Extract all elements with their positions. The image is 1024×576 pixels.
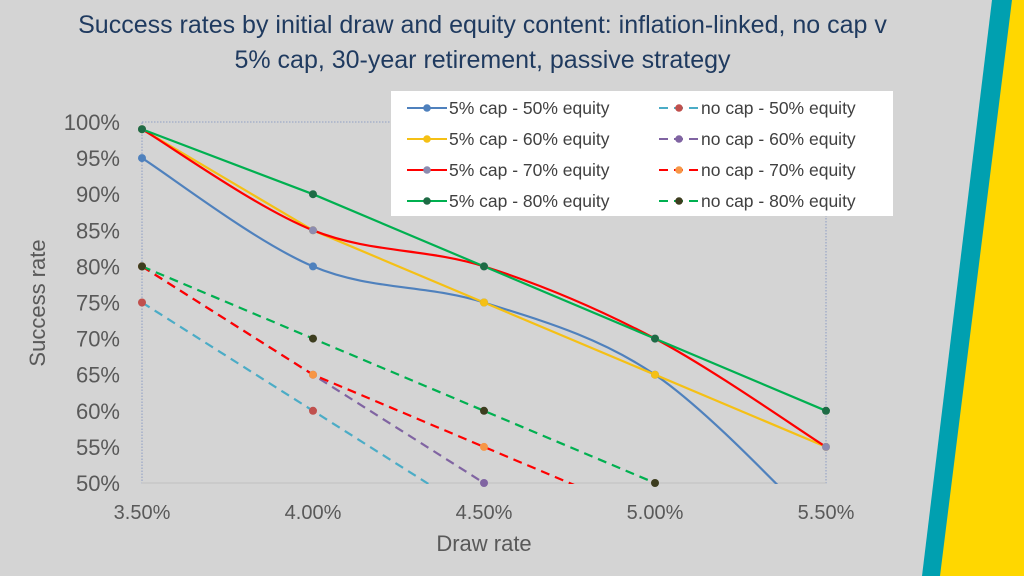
legend-swatch <box>407 166 447 174</box>
legend-swatch <box>659 197 699 205</box>
y-tick-label: 50% <box>76 471 120 496</box>
y-tick-label: 100% <box>64 110 120 135</box>
legend-item: 5% cap - 80% equity <box>407 186 610 216</box>
series-point <box>138 262 146 271</box>
series-point <box>309 226 317 235</box>
legend-label: no cap - 80% equity <box>701 190 856 211</box>
y-tick-label: 90% <box>76 182 120 207</box>
legend-item: 5% cap - 70% equity <box>407 155 610 185</box>
series-point <box>309 334 317 343</box>
series-point <box>822 406 830 415</box>
legend-item: no cap - 50% equity <box>659 93 856 123</box>
legend-label: 5% cap - 80% equity <box>449 190 610 211</box>
y-axis-title: Success rate <box>25 239 50 366</box>
series-point <box>138 154 146 163</box>
legend-swatch <box>407 197 447 205</box>
y-tick-label: 80% <box>76 254 120 279</box>
legend: 5% cap - 50% equity no cap - 50% equity 5%… <box>391 91 893 216</box>
chart-title-line-1: Success rates by initial draw and equity… <box>78 11 887 39</box>
series-line-5 <box>141 265 575 484</box>
legend-label: no cap - 50% equity <box>701 97 856 118</box>
legend-swatch <box>407 135 447 143</box>
x-tick-label: 4.00% <box>285 502 342 524</box>
legend-label: 5% cap - 50% equity <box>449 97 610 118</box>
legend-item: 5% cap - 60% equity <box>407 124 610 154</box>
series-line-7 <box>141 265 656 484</box>
series-point <box>651 370 659 379</box>
yellow-stripe <box>940 0 1024 576</box>
series-point <box>309 406 317 415</box>
series-point <box>309 190 317 199</box>
legend-label: no cap - 60% equity <box>701 128 856 149</box>
y-tick-label: 70% <box>76 327 120 352</box>
legend-label: 5% cap - 60% equity <box>449 128 610 149</box>
legend-label: no cap - 70% equity <box>701 159 856 180</box>
y-tick-label: 75% <box>76 291 120 316</box>
x-tick-label: 5.00% <box>627 502 684 524</box>
legend-label: 5% cap - 70% equity <box>449 159 610 180</box>
legend-swatch <box>407 104 447 112</box>
y-tick-label: 55% <box>76 435 120 460</box>
series-point <box>480 442 488 451</box>
series-point <box>138 298 146 307</box>
legend-item: no cap - 60% equity <box>659 124 856 154</box>
series-point <box>651 334 659 343</box>
legend-item: 5% cap - 50% equity <box>407 93 610 123</box>
legend-swatch <box>659 135 699 143</box>
series-point <box>309 370 317 379</box>
series-point <box>480 262 488 271</box>
series-point <box>138 125 146 134</box>
series-point <box>309 262 317 271</box>
series-point <box>822 442 830 451</box>
chart-title: Success rates by initial draw and equity… <box>0 8 965 78</box>
y-tick-label: 95% <box>76 146 120 171</box>
legend-item: no cap - 70% equity <box>659 155 856 185</box>
y-tick-label: 65% <box>76 363 120 388</box>
legend-item: no cap - 80% equity <box>659 186 856 216</box>
legend-swatch <box>659 166 699 174</box>
chart-title-line-2: 5% cap, 30-year retirement, passive stra… <box>234 46 731 74</box>
series-point <box>480 406 488 415</box>
series-point <box>480 298 488 307</box>
legend-swatch <box>659 104 699 112</box>
y-tick-label: 85% <box>76 218 120 243</box>
series-point <box>651 479 659 487</box>
y-tick-label: 60% <box>76 399 120 424</box>
x-axis-title: Draw rate <box>436 531 531 556</box>
x-tick-label: 3.50% <box>114 502 171 524</box>
series-point <box>480 479 488 487</box>
x-tick-label: 4.50% <box>456 502 513 524</box>
x-tick-label: 5.50% <box>798 502 855 524</box>
